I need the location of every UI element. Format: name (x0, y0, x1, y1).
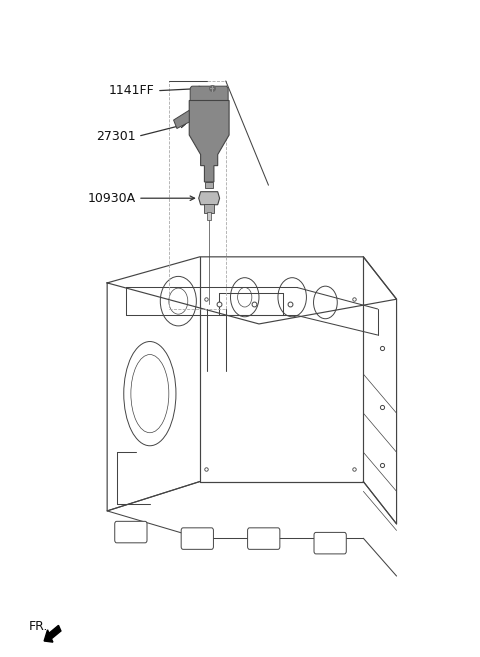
FancyBboxPatch shape (181, 528, 214, 549)
FancyBboxPatch shape (190, 86, 228, 108)
FancyBboxPatch shape (115, 521, 147, 543)
FancyBboxPatch shape (314, 532, 346, 554)
Text: 27301: 27301 (96, 130, 136, 143)
FancyArrow shape (44, 625, 61, 642)
FancyBboxPatch shape (204, 204, 214, 213)
FancyBboxPatch shape (248, 528, 280, 549)
Polygon shape (189, 101, 229, 182)
Text: FR.: FR. (29, 620, 48, 633)
Text: 1141FF: 1141FF (109, 84, 155, 97)
Text: 10930A: 10930A (87, 192, 136, 205)
Polygon shape (174, 110, 189, 129)
FancyBboxPatch shape (205, 182, 213, 189)
Polygon shape (199, 192, 219, 205)
FancyBboxPatch shape (207, 212, 211, 220)
